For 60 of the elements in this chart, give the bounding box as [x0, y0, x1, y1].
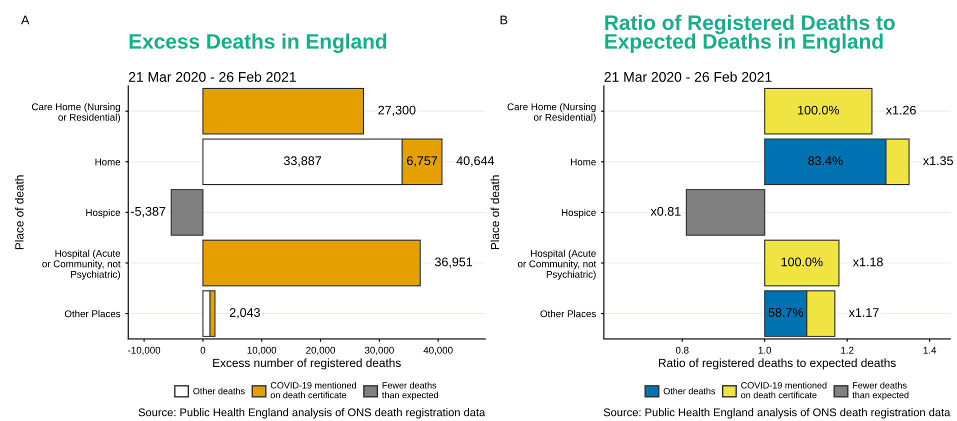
- bar: [202, 88, 364, 135]
- x-tick-label: 30,000: [364, 346, 394, 355]
- legend-label: Fewer deaths than expected: [852, 382, 908, 400]
- total-label: x1.17: [848, 308, 879, 317]
- legend-label: Other deaths: [193, 388, 245, 394]
- annotation: 83.4%: [808, 156, 843, 166]
- y-tick-label: Other Places: [540, 310, 596, 318]
- x-tick-label: 1.4: [924, 346, 936, 354]
- x-tick-label: 0.8: [676, 346, 689, 354]
- y-tick-label: Home: [95, 158, 120, 166]
- x-tick-label: 20,000: [306, 346, 336, 355]
- total-label: 27,300: [378, 106, 416, 116]
- data-label: 6,757: [407, 156, 438, 167]
- total-label: 2,043: [230, 308, 260, 318]
- total-label: x0.81: [650, 206, 681, 216]
- text: B: [500, 16, 508, 24]
- source-note: Source: Public Health England analysis of ONS death registration data: [604, 408, 950, 418]
- total-label: 40,644: [456, 156, 494, 167]
- total-label: x1.35: [923, 156, 953, 166]
- legend-label: Other deaths: [664, 388, 716, 394]
- legend-label: COVID-19 mentioned on death certificate: [270, 382, 356, 398]
- annotation: 100.0%: [782, 258, 823, 266]
- x-axis-title: Ratio of registered deaths to expected deaths: [658, 358, 896, 370]
- y-tick-label: Hospital (Acute or Community, not Psychiatric): [518, 250, 596, 280]
- bar: [170, 189, 204, 236]
- text: A: [21, 16, 30, 24]
- x-tick-label: 0: [200, 346, 206, 354]
- bar: [764, 88, 872, 135]
- source-note: Source: Public Health England analysis of ONS death registration data: [138, 408, 486, 418]
- annotation: 100.0%: [798, 106, 840, 115]
- annotation: 58.7%: [768, 308, 804, 317]
- y-tick-label: Hospital (Acute or Community, not Psychiatric): [42, 250, 121, 280]
- total-label: 36,951: [434, 258, 472, 268]
- total-label: x1.18: [852, 258, 883, 266]
- legend-label: Fewer deaths than expected: [382, 382, 438, 400]
- bar: [764, 240, 840, 286]
- y-tick-label: Hospice: [86, 208, 120, 218]
- total-label: x1.26: [886, 106, 916, 115]
- chart-title: Ratio of Registered Deaths to Expected Deaths in England: [605, 14, 895, 53]
- bar: [686, 189, 766, 236]
- chart-subtitle: 21 Mar 2020 - 26 Feb 2021: [604, 72, 772, 82]
- total-label: -5,387: [131, 206, 166, 218]
- y-tick-label: Other Places: [64, 310, 120, 318]
- x-tick-label: 10,000: [248, 346, 276, 355]
- data-label: 33,887: [284, 156, 322, 167]
- x-axis-title: Excess number of registered deaths: [213, 358, 401, 370]
- x-tick-label: 1.0: [758, 346, 772, 354]
- y-axis-title: Place of death: [14, 175, 24, 250]
- y-tick-label: Care Home (Nursing or Residential): [32, 103, 120, 123]
- bar: [202, 240, 421, 286]
- y-tick-label: Home: [571, 158, 596, 166]
- legend-label: COVID-19 mentioned on death certificate: [741, 382, 826, 398]
- y-tick-label: Hospice: [562, 208, 596, 218]
- chart-subtitle: 21 Mar 2020 - 26 Feb 2021: [128, 72, 296, 82]
- x-tick-label: 40,000: [424, 346, 453, 355]
- chart-title: Excess Deaths in England: [130, 33, 386, 53]
- y-tick-label: Care Home (Nursing or Residential): [508, 103, 596, 123]
- x-tick-label: 1.2: [841, 346, 854, 354]
- y-axis-title: Place of death: [490, 175, 500, 250]
- x-tick-label: -10,000: [128, 346, 160, 355]
